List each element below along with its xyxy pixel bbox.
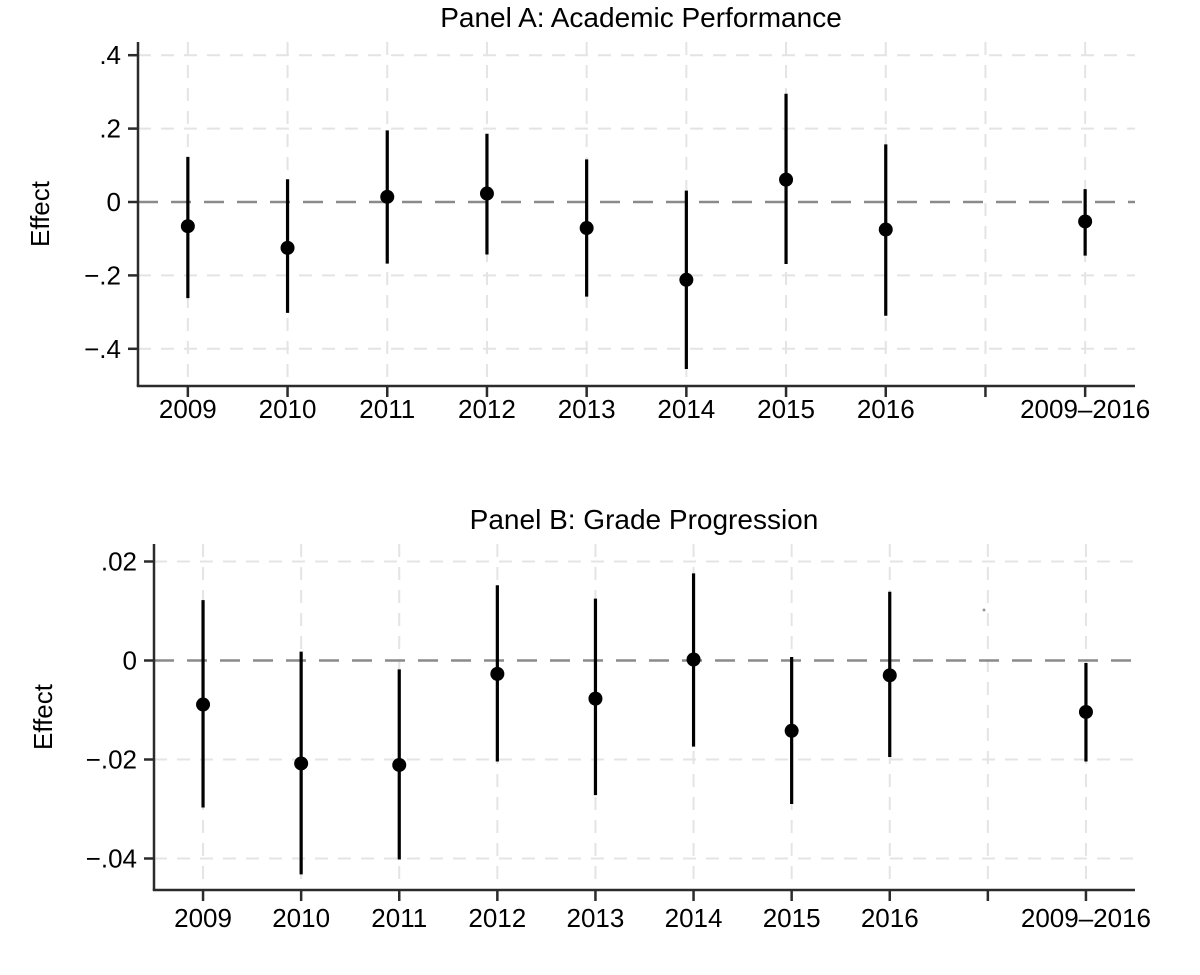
panel-b-plot-area: .02 0 −.02 −.04 2009 2010 2011 2012 2013 2014 2015… <box>86 544 1151 933</box>
panel-b-point-estimate-2010 <box>294 756 309 771</box>
panel-a-plot-area: .4 .2 0 −.2 −.4 2009 2010 2011 2012 2013 2014 2015 2… <box>84 40 1150 424</box>
panel-b-y-tick-label--0.04: −.04 <box>86 844 137 874</box>
panel-a-title: Panel A: Academic Performance <box>440 2 842 33</box>
panel-b-point-estimate-2015 <box>784 723 799 738</box>
panel-a-x-tick-label-2013: 2013 <box>558 394 616 424</box>
panel-b-point-estimate-2012 <box>490 666 505 681</box>
panel-a-x-tick-label-2009: 2009 <box>159 394 217 424</box>
panel-a-x-tick-label-2011: 2011 <box>359 394 415 424</box>
panel-b-x-tick-label-2010: 2010 <box>272 903 330 933</box>
panel-b-x-tick-label-2009: 2009 <box>174 903 232 933</box>
panel-b-point-estimate-2013 <box>588 691 603 706</box>
panel-a-y-axis-title: Effect <box>25 180 55 247</box>
panel-a-point-estimate-2014 <box>679 272 694 287</box>
panel-a-point-estimate-2010 <box>280 240 295 255</box>
panel-a-point-estimate-2012 <box>479 186 494 201</box>
panel-b-y-tick-label-0.02: .02 <box>101 547 137 577</box>
panel-b-y-tick-label-0: 0 <box>123 646 137 676</box>
panel-b-x-tick-label-2012: 2012 <box>468 903 526 933</box>
panel-a-y-tick-label-0: 0 <box>107 187 121 217</box>
panel-b-point-estimate-2009–2016 <box>1078 704 1093 719</box>
panel-b-point-estimate-2009 <box>196 697 211 712</box>
panel-a-y-tick-label--0.4: −.4 <box>84 334 121 364</box>
panel-a-x-tick-label-2010: 2010 <box>259 394 317 424</box>
panel-a-y-tick-label-0.4: .4 <box>99 40 121 70</box>
panel-a-point-estimate-2009 <box>180 219 195 234</box>
panel-b-point-estimate-2014 <box>686 652 701 667</box>
panel-a-x-tick-label-2016: 2016 <box>857 394 915 424</box>
panel-b-point-estimate-2011 <box>392 757 407 772</box>
panel-a-x-tick-label-2015: 2015 <box>757 394 815 424</box>
panel-a-point-estimate-2013 <box>579 221 594 236</box>
panel-b-title: Panel B: Grade Progression <box>470 504 819 535</box>
panel-b-y-tick-label--0.02: −.02 <box>86 745 137 775</box>
panel-a-point-estimate-2016 <box>878 222 893 237</box>
speck-artifact <box>982 608 986 612</box>
panel-a-point-estimate-2011 <box>380 189 395 204</box>
panel-b-point-estimate-2016 <box>882 668 897 683</box>
panel-a-x-tick-label-2012: 2012 <box>458 394 516 424</box>
panel-b-x-tick-label-2014: 2014 <box>665 903 723 933</box>
panel-a-x-tick-label-2009–2016: 2009–2016 <box>1020 394 1150 424</box>
panel-a-y-tick-label--0.2: −.2 <box>84 260 121 290</box>
panel-b-y-axis-title: Effect <box>28 683 58 750</box>
panel-b-x-tick-label-2009–2016: 2009–2016 <box>1021 903 1151 933</box>
panel-a-point-estimate-2015 <box>779 172 794 187</box>
panel-a-y-tick-label-0.2: .2 <box>99 114 121 144</box>
panel-a-x-tick-label-2014: 2014 <box>657 394 715 424</box>
panel-b-x-tick-label-2011: 2011 <box>371 903 427 933</box>
panel-a-point-estimate-2009–2016 <box>1078 214 1093 229</box>
panel-b-x-tick-label-2016: 2016 <box>861 903 919 933</box>
panel-b-x-tick-label-2015: 2015 <box>763 903 821 933</box>
panel-b-x-tick-label-2013: 2013 <box>567 903 625 933</box>
